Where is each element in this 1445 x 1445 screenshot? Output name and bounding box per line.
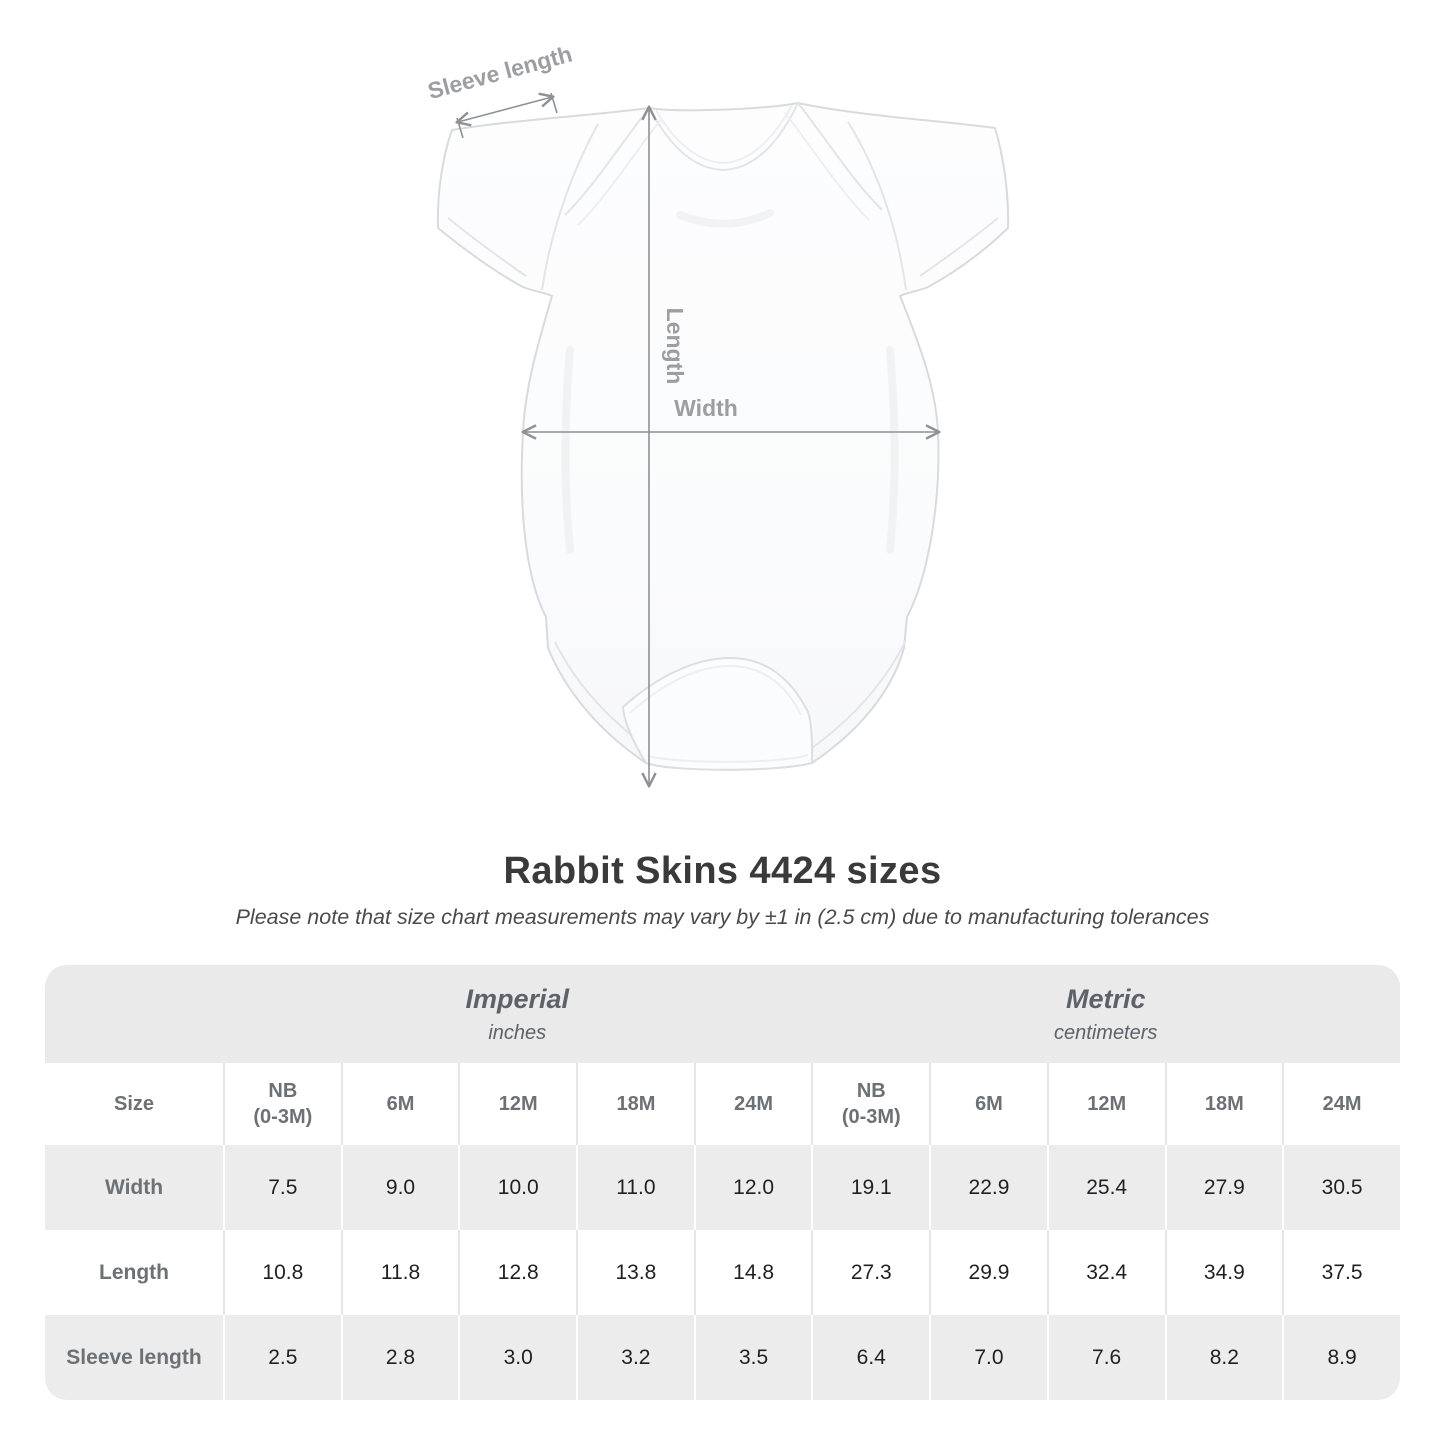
measurement-cell: 10.0 xyxy=(458,1145,577,1230)
sleeve-dimension-tick xyxy=(550,92,558,114)
metric-group-unit: centimeters xyxy=(1054,1021,1158,1044)
size-col-header: 24M xyxy=(1282,1063,1400,1145)
measurement-cell: 10.8 xyxy=(223,1230,341,1315)
imperial-group-unit: inches xyxy=(488,1021,547,1044)
measurement-cell: 11.8 xyxy=(340,1230,459,1315)
measurement-cell: 29.9 xyxy=(929,1230,1047,1315)
measurement-cell: 9.0 xyxy=(340,1145,459,1230)
row-label: Width xyxy=(45,1145,223,1230)
measurement-cell: 32.4 xyxy=(1046,1230,1165,1315)
bodysuit-diagram: Length Width Sleeve length xyxy=(425,41,1010,810)
measurement-cell: 30.5 xyxy=(1282,1145,1400,1230)
page-title: Rabbit Skins 4424 sizes xyxy=(503,850,942,892)
measurement-cell: 34.9 xyxy=(1164,1230,1283,1315)
imperial-group-name: Imperial xyxy=(465,983,569,1014)
measurement-cell: 7.5 xyxy=(223,1145,341,1230)
measurement-cell: 25.4 xyxy=(1046,1145,1165,1230)
measurement-cell: 8.2 xyxy=(1164,1315,1283,1400)
length-label: Length xyxy=(662,308,688,385)
metric-group-name: Metric xyxy=(1065,983,1146,1014)
measurement-cell: 22.9 xyxy=(929,1145,1047,1230)
measurement-cell: 6.4 xyxy=(811,1315,930,1400)
measurement-cell: 13.8 xyxy=(576,1230,694,1315)
size-col-header: 18M xyxy=(576,1063,694,1145)
size-col-header: 24M xyxy=(693,1063,812,1145)
size-col-header: 6M xyxy=(929,1063,1047,1145)
measurement-cell: 3.2 xyxy=(576,1315,694,1400)
size-col-header: NB (0-3M) xyxy=(223,1063,341,1145)
measurement-cell: 3.5 xyxy=(693,1315,812,1400)
sleeve-length-label: Sleeve length xyxy=(425,41,575,104)
measurement-cell: 11.0 xyxy=(576,1145,694,1230)
size-table-card: Imperial inches Metric centimeters Size … xyxy=(45,965,1400,1400)
row-label: Length xyxy=(45,1230,223,1315)
bodysuit-seams xyxy=(447,102,999,771)
band-corner xyxy=(45,965,223,1063)
size-col-header: NB (0-3M) xyxy=(811,1063,930,1145)
measurement-cell: 37.5 xyxy=(1282,1230,1400,1315)
measurement-cell: 19.1 xyxy=(811,1145,930,1230)
sleeve-dimension-line xyxy=(458,97,552,122)
measurement-cell: 27.3 xyxy=(811,1230,930,1315)
size-col-header: 12M xyxy=(1046,1063,1165,1145)
measurement-cell: 12.0 xyxy=(693,1145,812,1230)
width-row: Width 7.5 9.0 10.0 11.0 12.0 19.1 22.9 2… xyxy=(45,1145,1400,1230)
sleeve-length-row: Sleeve length 2.5 2.8 3.0 3.2 3.5 6.4 7.… xyxy=(45,1315,1400,1400)
sleeve-dimension-tick xyxy=(456,117,464,139)
width-dimension: Width xyxy=(524,395,938,432)
imperial-group-header: Imperial inches xyxy=(223,965,812,1063)
length-row: Length 10.8 11.8 12.8 13.8 14.8 27.3 29.… xyxy=(45,1230,1400,1315)
measurement-cell: 2.5 xyxy=(223,1315,341,1400)
size-row-label: Size xyxy=(45,1063,223,1145)
width-label: Width xyxy=(674,395,738,421)
length-dimension: Length xyxy=(649,108,688,785)
size-col-header: 12M xyxy=(458,1063,577,1145)
measurement-cell: 14.8 xyxy=(693,1230,812,1315)
heading-block: Rabbit Skins 4424 sizes Please note that… xyxy=(0,850,1445,930)
size-header-row: Size NB (0-3M) 6M 12M 18M 24M NB (0-3M) … xyxy=(45,1063,1400,1145)
row-label: Sleeve length xyxy=(45,1315,223,1400)
size-col-header: 18M xyxy=(1164,1063,1283,1145)
size-col-header: 6M xyxy=(340,1063,459,1145)
metric-group-header: Metric centimeters xyxy=(811,965,1400,1063)
page-subtitle: Please note that size chart measurements… xyxy=(235,905,1210,929)
size-table: Imperial inches Metric centimeters Size … xyxy=(45,965,1400,1400)
measurement-cell: 7.6 xyxy=(1046,1315,1165,1400)
unit-group-row: Imperial inches Metric centimeters xyxy=(45,965,1400,1063)
measurement-cell: 12.8 xyxy=(458,1230,577,1315)
measurement-cell: 2.8 xyxy=(340,1315,459,1400)
measurement-cell: 3.0 xyxy=(458,1315,577,1400)
measurement-cell: 27.9 xyxy=(1164,1145,1283,1230)
measurement-cell: 8.9 xyxy=(1282,1315,1400,1400)
measurement-cell: 7.0 xyxy=(929,1315,1047,1400)
